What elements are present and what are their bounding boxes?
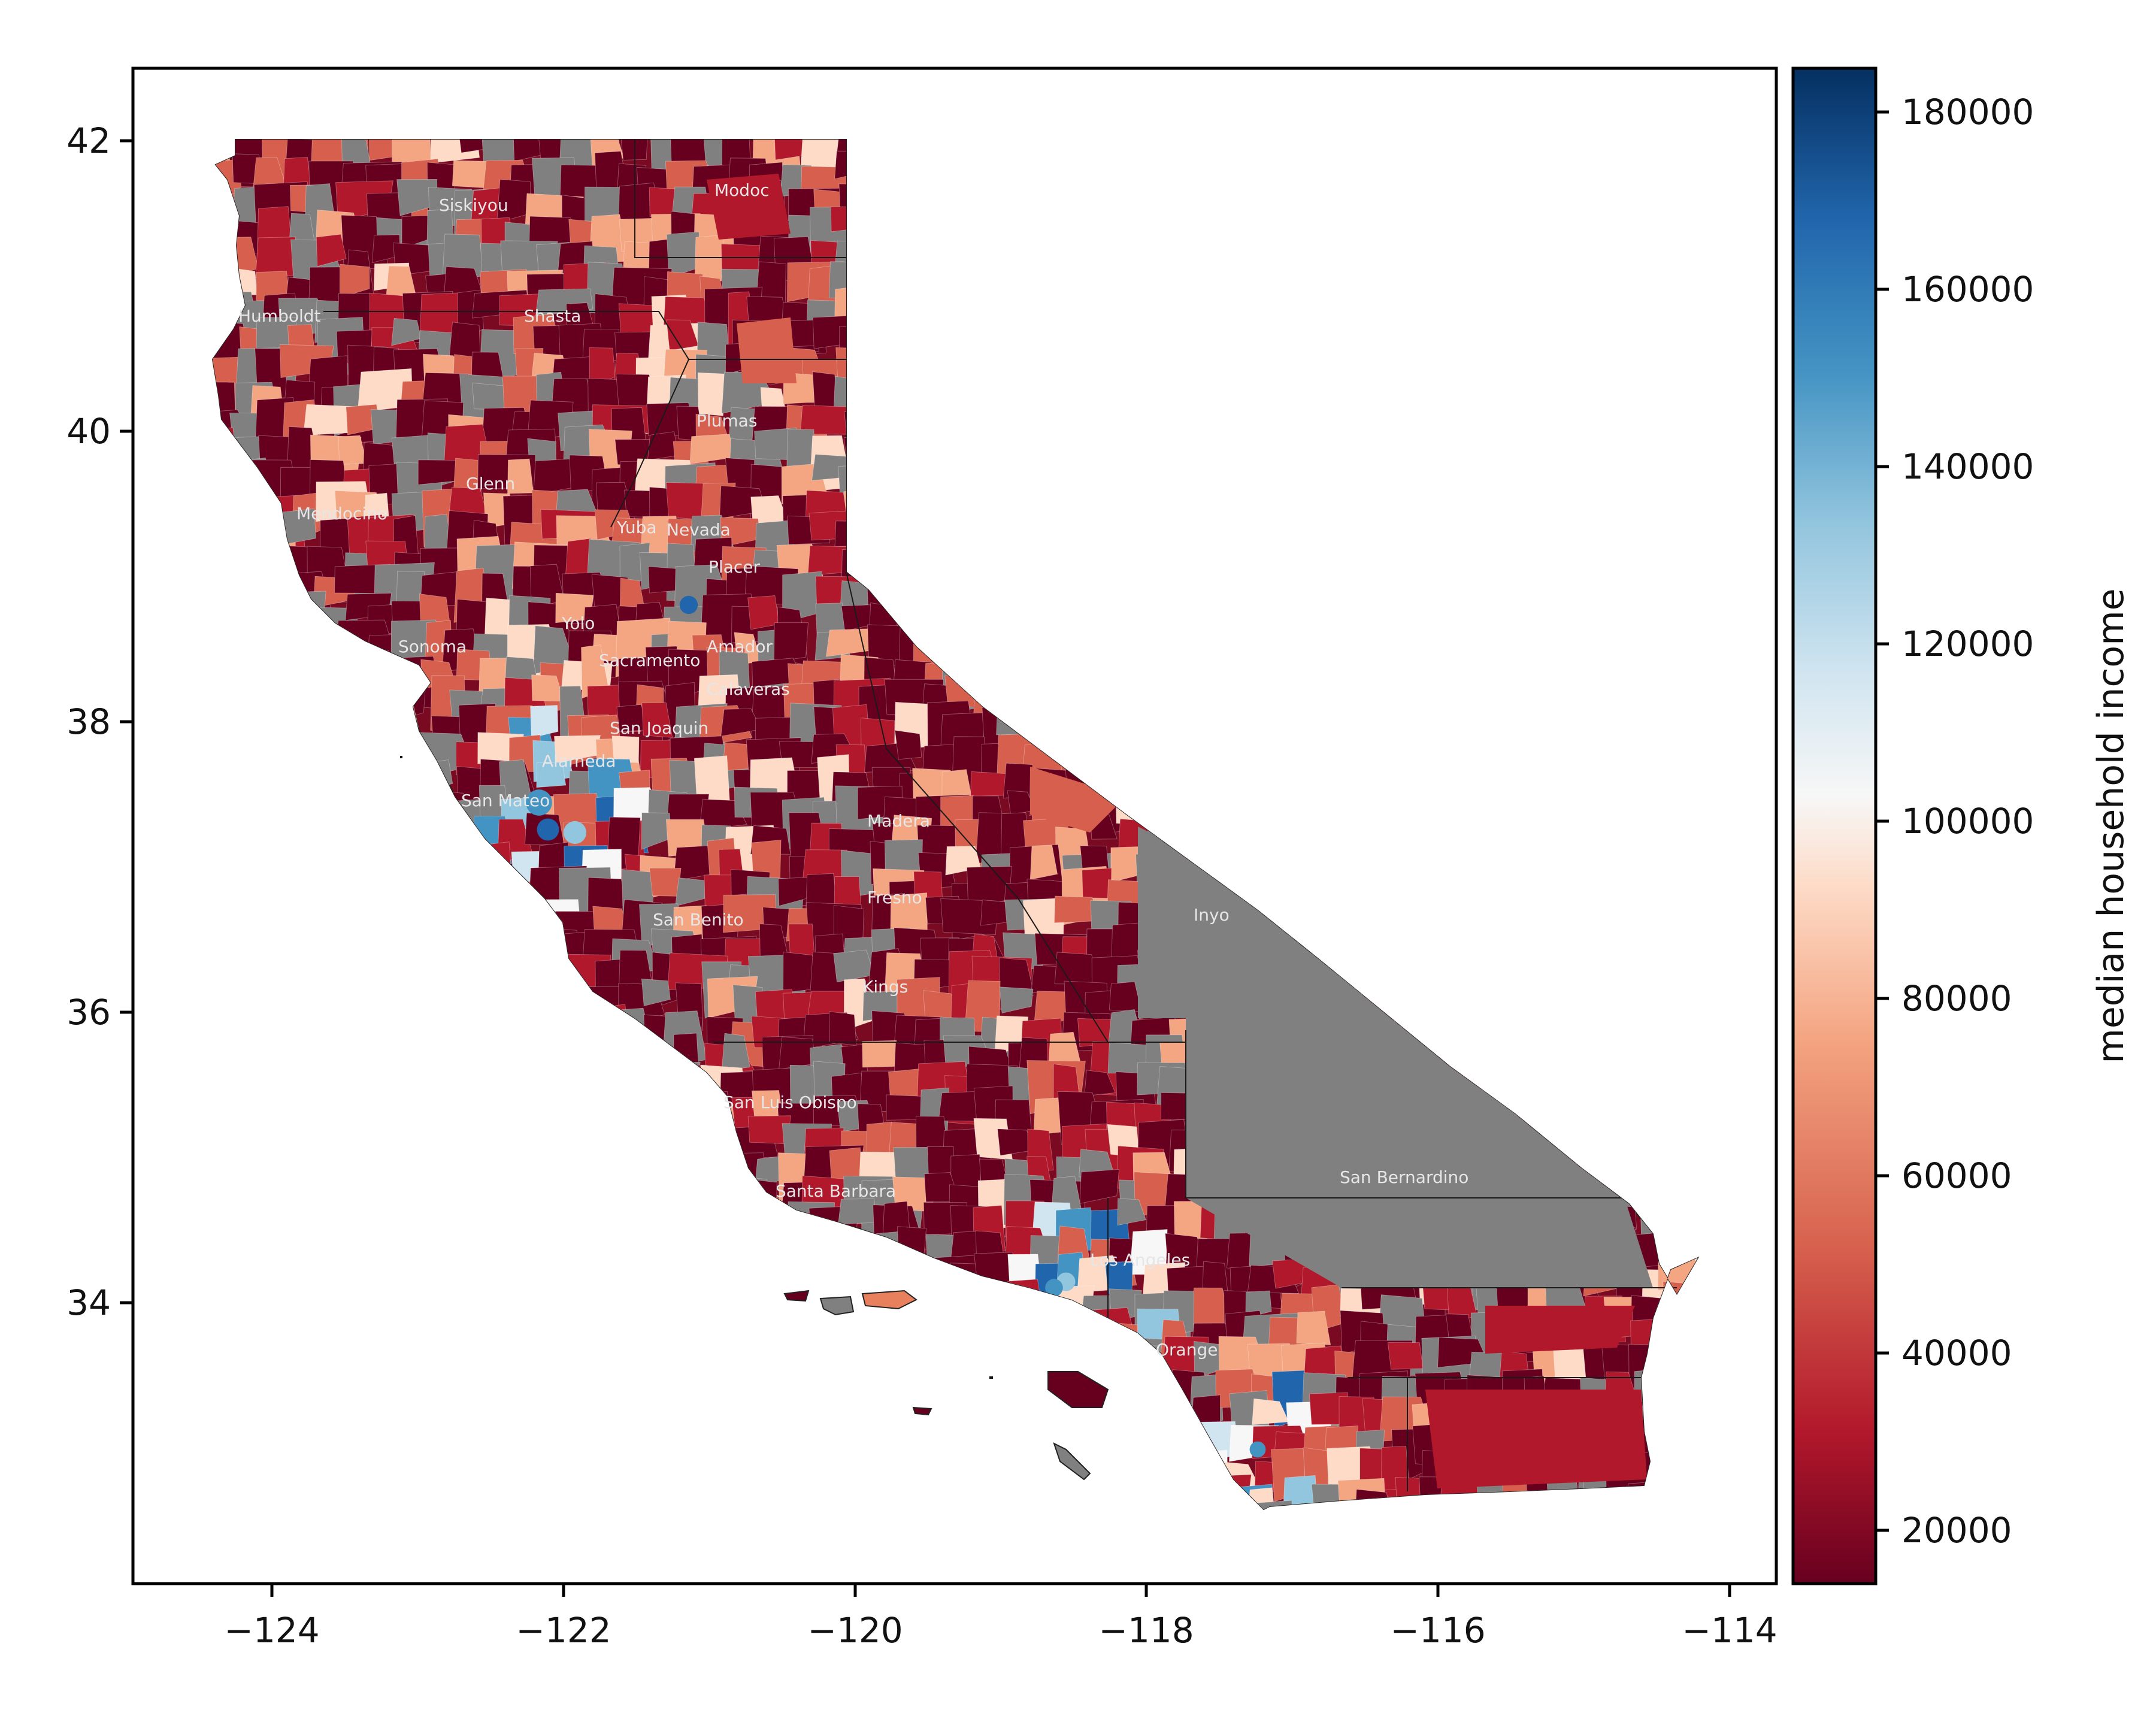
census-tract [563,821,587,845]
colorbar-tick-label: 20000 [1901,1510,2012,1551]
x-tick-label: −116 [1390,1610,1485,1651]
census-tract [1084,1070,1116,1097]
county-label-amador: Amador [707,637,773,656]
census-tract [694,234,725,287]
census-tract [536,762,567,788]
county-label-los-angeles: Los Angeles [1090,1250,1190,1270]
census-tract [1296,1311,1331,1345]
census-tract [862,1040,897,1068]
census-tract [1082,867,1112,899]
x-tick-label: −114 [1682,1610,1777,1651]
county-label-modoc: Modoc [714,180,770,200]
county-label-fresno: Fresno [867,888,922,907]
census-tract [894,730,922,760]
island [400,756,402,758]
county-label-san-luis-obispo: San Luis Obispo [723,1092,857,1112]
census-tract [339,264,370,298]
island [912,1406,932,1416]
census-tract [1425,1390,1647,1488]
census-tract [999,986,1034,1013]
county-label-glenn: Glenn [466,474,515,494]
census-tract [1387,1342,1424,1370]
x-tick-label: −120 [807,1610,903,1651]
colorbar-tick-label: 100000 [1901,801,2034,842]
census-tract [737,317,797,383]
county-label-sacramento: Sacramento [599,650,700,670]
island [989,1376,993,1379]
census-tract [620,140,649,161]
county-label-mendocino: Mendocino [296,504,387,523]
colorbar-tick-label: 40000 [1901,1333,2012,1373]
colorbar-tick-label: 140000 [1901,446,2034,487]
y-tick-label: 42 [66,120,111,161]
census-tract [649,867,682,897]
colorbar-tick-label: 160000 [1901,269,2034,310]
county-label-san-mateo: San Mateo [461,791,550,810]
census-tract [829,1011,857,1046]
x-axis: −124 −122 −120 −118 −116 −114 [224,1584,1778,1651]
census-tract [316,234,347,267]
county-label-placer: Placer [708,557,760,577]
county-label-kings: Kings [862,977,908,997]
census-tract [430,140,480,164]
county-label-orange: Orange [1156,1340,1218,1360]
x-tick-label: −124 [224,1610,319,1651]
county-label-san-bernardino: San Bernardino [1340,1167,1468,1187]
colorbar-tick-label: 80000 [1901,978,2012,1019]
county-label-sonoma: Sonoma [398,637,467,656]
county-label-humboldt: Humboldt [238,306,321,326]
county-label-inyo: Inyo [1194,905,1230,925]
colorbar-tick-label: 120000 [1901,624,2034,664]
census-tract [641,702,673,738]
census-tract [255,237,296,279]
county-label-santa-barbara: Santa Barbara [776,1181,896,1201]
y-axis: 42 40 38 36 34 [66,120,133,1323]
y-tick-label: 40 [66,411,111,452]
census-tract [838,1198,877,1225]
x-tick-label: −122 [516,1610,611,1651]
census-tract [537,818,559,841]
county-label-siskiyou: Siskiyou [439,195,508,215]
census-tract [1485,1306,1635,1354]
colorbar-tick-label: 180000 [1901,92,2034,132]
colorbar-label: median household income [2090,588,2132,1063]
census-tract [697,372,726,416]
county-label-yolo: Yolo [561,613,595,633]
county-label-plumas: Plumas [697,411,757,431]
census-tract [641,978,671,1007]
census-tract [773,622,808,662]
county-label-yuba: Yuba [616,517,657,537]
census-tract [530,705,559,739]
census-tract [611,736,640,763]
y-tick-label: 34 [66,1282,111,1323]
county-label-san-joaquin: San Joaquin [610,718,708,738]
county-label-shasta: Shasta [524,306,581,326]
county-label-alameda: Alameda [542,751,616,771]
y-tick-label: 38 [66,701,111,742]
x-tick-label: −118 [1098,1610,1194,1651]
colorbar-tick-label: 60000 [1901,1155,2012,1196]
county-label-calaveras: Calaveras [707,679,790,699]
county-label-san-benito: San Benito [653,910,744,930]
y-tick-label: 36 [66,992,111,1033]
census-tract [1029,845,1058,880]
county-label-nevada: Nevada [667,520,731,540]
census-tract [679,595,698,615]
census-tract [1249,1441,1266,1458]
county-label-madera: Madera [867,811,930,831]
census-tract [554,735,601,764]
census-tract [980,900,1008,926]
colorbar-gradient [1791,66,1878,1585]
census-tract [751,839,782,882]
census-tract [675,877,707,907]
colorbar: 180000 160000 140000 120000 100000 80000… [1791,66,2132,1585]
